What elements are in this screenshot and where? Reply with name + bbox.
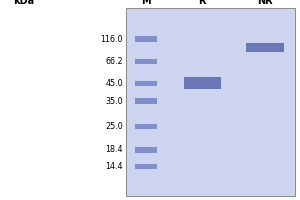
FancyBboxPatch shape xyxy=(135,36,158,42)
Text: 45.0: 45.0 xyxy=(105,79,123,88)
Text: 66.2: 66.2 xyxy=(105,57,123,66)
FancyBboxPatch shape xyxy=(135,164,158,169)
Text: R: R xyxy=(199,0,206,6)
FancyBboxPatch shape xyxy=(135,124,158,129)
FancyBboxPatch shape xyxy=(126,8,296,196)
Text: NR: NR xyxy=(257,0,273,6)
FancyBboxPatch shape xyxy=(135,81,158,86)
Text: 18.4: 18.4 xyxy=(106,145,123,154)
FancyBboxPatch shape xyxy=(135,59,158,64)
Text: 25.0: 25.0 xyxy=(105,122,123,131)
Text: 116.0: 116.0 xyxy=(100,35,123,44)
Text: 14.4: 14.4 xyxy=(106,162,123,171)
FancyBboxPatch shape xyxy=(135,147,158,153)
FancyBboxPatch shape xyxy=(135,98,158,104)
FancyBboxPatch shape xyxy=(184,77,221,89)
Text: M: M xyxy=(142,0,151,6)
Text: 35.0: 35.0 xyxy=(105,97,123,106)
FancyBboxPatch shape xyxy=(246,43,284,52)
Text: kDa: kDa xyxy=(14,0,34,6)
